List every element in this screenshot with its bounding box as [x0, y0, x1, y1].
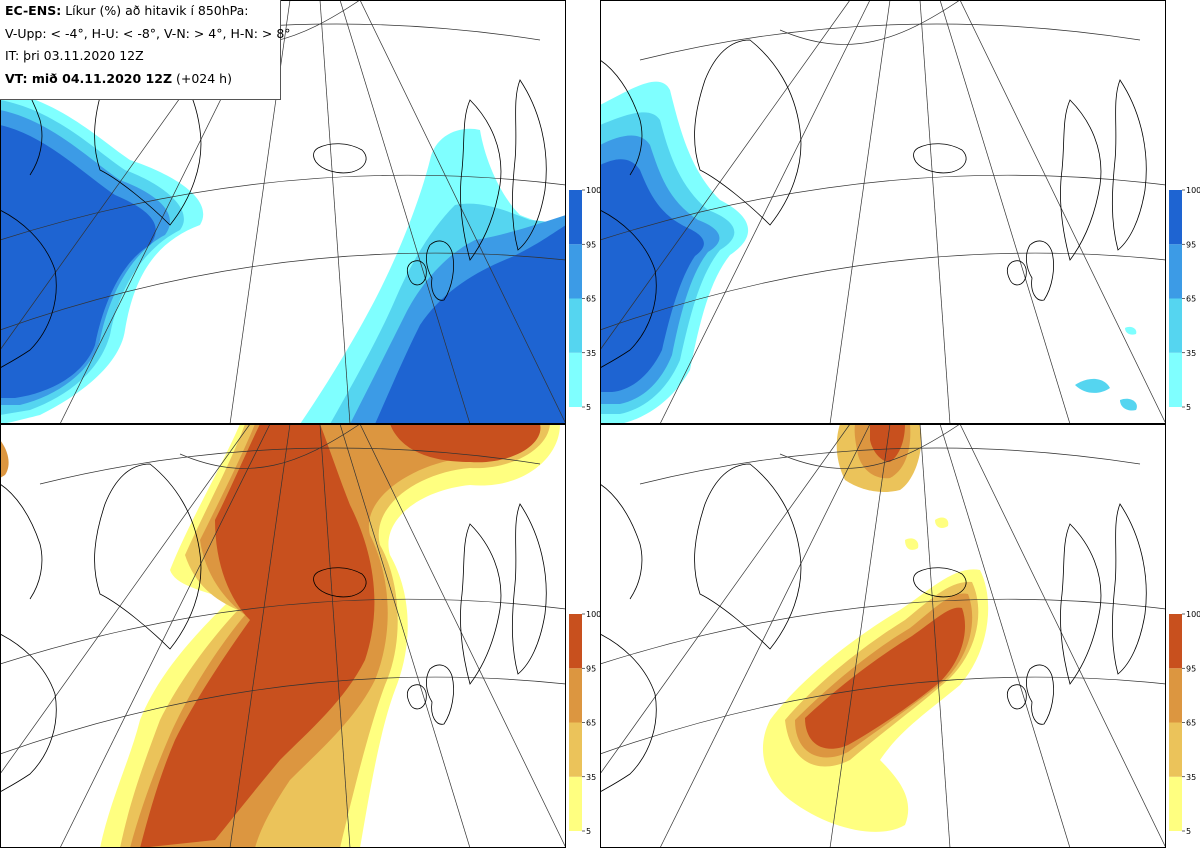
colorbar-tick-label: 65 [1186, 719, 1196, 728]
model-label: EC-ENS: [5, 3, 62, 18]
colorbar-tick-label: 35 [1186, 773, 1196, 782]
colorbar-tick-label: 65 [586, 295, 596, 304]
colorbar-tick-label: 65 [586, 719, 596, 728]
colorbar-segment [569, 190, 582, 245]
colorbar-segment [569, 614, 582, 669]
colorbar-tick-label: 35 [586, 773, 596, 782]
colorbar-bottom-left: 100 95 65 35 5 [569, 610, 601, 836]
thresholds-text: V-Upp: < -4°, H-U: < -8°, V-N: > 4°, H-N… [5, 25, 291, 41]
colorbar-segment [569, 776, 582, 831]
colorbar-top-right: 100 95 65 35 5 [1169, 186, 1200, 412]
colorbar-tick-label: 65 [1186, 295, 1196, 304]
colorbar-tick-label: 100 [1186, 186, 1200, 195]
colorbar-segment [1169, 190, 1182, 245]
colorbar-tick-label: 95 [586, 240, 596, 249]
colorbar-tick-label: 5 [586, 827, 591, 836]
colorbar-tick-label: 5 [1186, 827, 1191, 836]
colorbar-tick-label: 95 [586, 664, 596, 673]
map-panel-h-n [600, 424, 1166, 848]
title-row: EC-ENS: Líkur (%) að hitavik í 850hPa: [5, 0, 280, 23]
colorbar-segment [1169, 776, 1182, 831]
colorbar-top-left: 100 95 65 35 5 [569, 186, 601, 412]
colorbar-segment [1169, 352, 1182, 407]
colorbar-segment [1169, 244, 1182, 299]
colorbar-segment [1169, 298, 1182, 353]
colorbar-tick-label: 5 [586, 403, 591, 412]
title-text: Líkur (%) að hitavik í 850hPa: [65, 3, 249, 18]
colorbar-segment [569, 352, 582, 407]
colorbar-segment [1169, 668, 1182, 723]
colorbar-tick-label: 35 [1186, 349, 1196, 358]
colorbar-segment [569, 298, 582, 353]
colorbar-tick-label: 100 [586, 186, 601, 195]
lead-time-text: (+024 h) [176, 70, 232, 86]
map-panel-v-upp [0, 0, 566, 424]
colorbar-tick-label: 5 [1186, 403, 1191, 412]
colorbar-tick-label: 100 [586, 610, 601, 619]
colorbar-segment [1169, 614, 1182, 669]
colorbar-segment [569, 668, 582, 723]
init-time-text: IT: þri 03.11.2020 12Z [5, 48, 144, 63]
colorbar-tick-label: 95 [1186, 240, 1196, 249]
map-panel-h-u [600, 0, 1166, 424]
valid-time-row: VT: mið 04.11.2020 12Z (+024 h) [5, 68, 280, 91]
colorbar-tick-label: 100 [1186, 610, 1200, 619]
colorbars: 100 95 65 35 5 100 95 65 35 5 100 95 65 35 5 100 95 65 35 5 [569, 186, 1200, 836]
colorbar-segment [569, 722, 582, 777]
colorbar-tick-label: 95 [1186, 664, 1196, 673]
valid-time-text: VT: mið 04.11.2020 12Z [5, 70, 173, 86]
map-panel-v-n [0, 424, 566, 848]
colorbar-segment [1169, 722, 1182, 777]
colorbar-tick-label: 35 [586, 349, 596, 358]
info-box: EC-ENS: Líkur (%) að hitavik í 850hPa: V… [0, 0, 291, 100]
colorbar-bottom-right: 100 95 65 35 5 [1169, 610, 1200, 836]
colorbar-segment [569, 244, 582, 299]
